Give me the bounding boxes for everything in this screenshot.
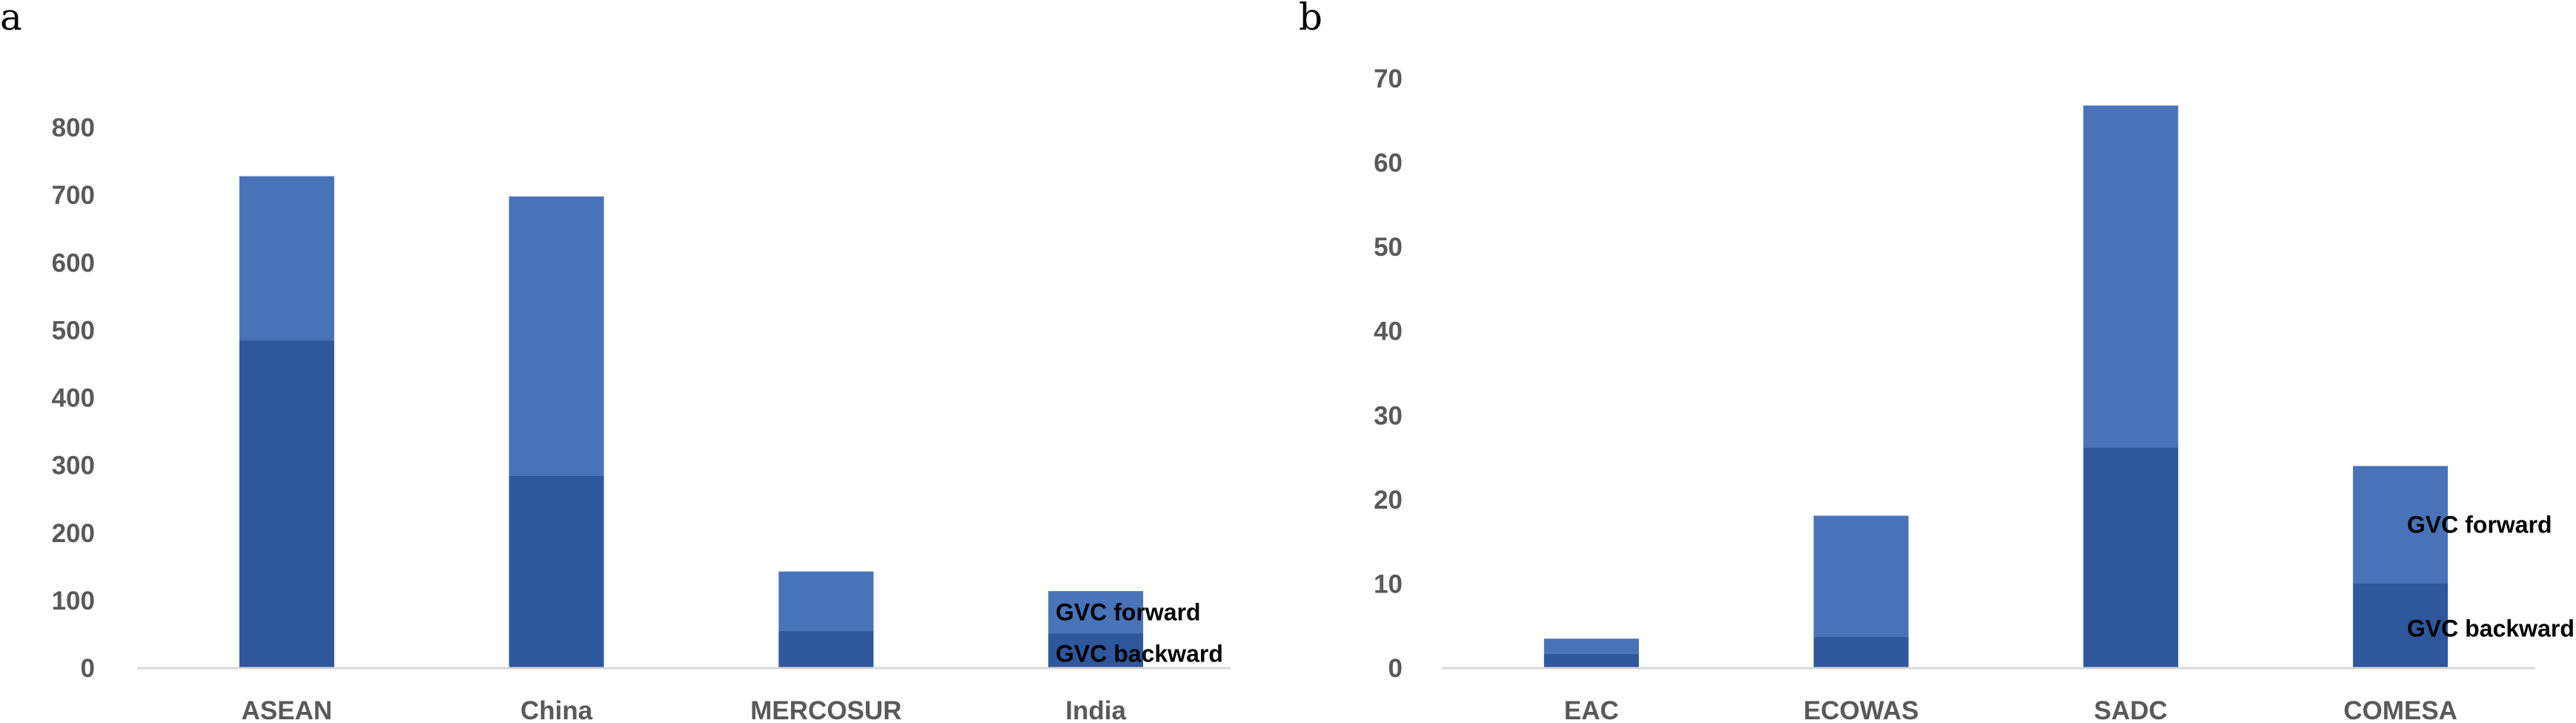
x-category-label: COMESA [2343,696,2457,723]
y-tick-label: 0 [1388,654,1403,683]
bar-segment-forward [1048,591,1144,633]
bar-segment-backward [239,340,334,668]
bar-segment-backward [509,475,604,668]
x-category-label: ECOWAS [1804,696,1919,723]
panel-b-letter: b [1299,0,1322,39]
y-tick-label: 70 [1374,65,1403,93]
chart-panel-a: 0 100 200 300 400 500 600 700 800 ASEAN China MERCO… [52,113,1231,723]
bar-segment-backward [2353,583,2448,668]
x-category-label: EAC [1564,696,1619,723]
y-tick-label: 40 [1374,317,1403,346]
bar-segment-backward [778,630,874,668]
bar-segment-forward [509,196,604,476]
y-tick-label: 20 [1374,486,1403,515]
y-tick-label: 10 [1374,570,1403,598]
y-tick-label: 400 [52,384,95,413]
bar-segment-forward [239,176,334,341]
x-category-label: SADC [2094,696,2168,723]
y-tick-label: 0 [81,654,95,683]
chart-panel-b: 0 10 20 30 40 50 60 70 EAC ECOWAS SADC COMESA GVC ba… [1374,65,2575,723]
y-tick-label: 700 [52,181,95,210]
y-tick-label: 30 [1374,401,1403,430]
x-category-label: India [1065,696,1126,723]
legend-label-backward: GVC backward [2407,615,2575,642]
bar-segment-forward [1813,515,1909,637]
legend-label-forward: GVC forward [2407,511,2552,538]
bar-segment-forward [1543,638,1639,654]
x-category-label: China [520,696,593,723]
legend-label-forward: GVC forward [1056,598,1201,625]
y-tick-label: 600 [52,248,95,277]
x-category-label: ASEAN [242,696,333,723]
bar-segment-forward [778,571,874,631]
y-tick-label: 300 [52,452,95,481]
x-category-label: MERCOSUR [750,696,901,723]
bar-segment-backward [2083,447,2179,668]
bar-segment-forward [2083,105,2179,448]
y-tick-label: 800 [52,113,95,142]
y-tick-label: 100 [52,587,95,615]
bar-segment-forward [2353,466,2448,584]
y-tick-label: 200 [52,519,95,548]
panel-a-letter: a [0,0,22,39]
bar-segment-backward [1813,636,1909,668]
y-tick-label: 500 [52,316,95,345]
y-tick-label: 60 [1374,149,1403,178]
bar-segment-backward [1048,633,1144,668]
y-tick-label: 50 [1374,233,1403,262]
bar-segment-backward [1543,653,1639,668]
legend-label-backward: GVC backward [1056,640,1223,667]
